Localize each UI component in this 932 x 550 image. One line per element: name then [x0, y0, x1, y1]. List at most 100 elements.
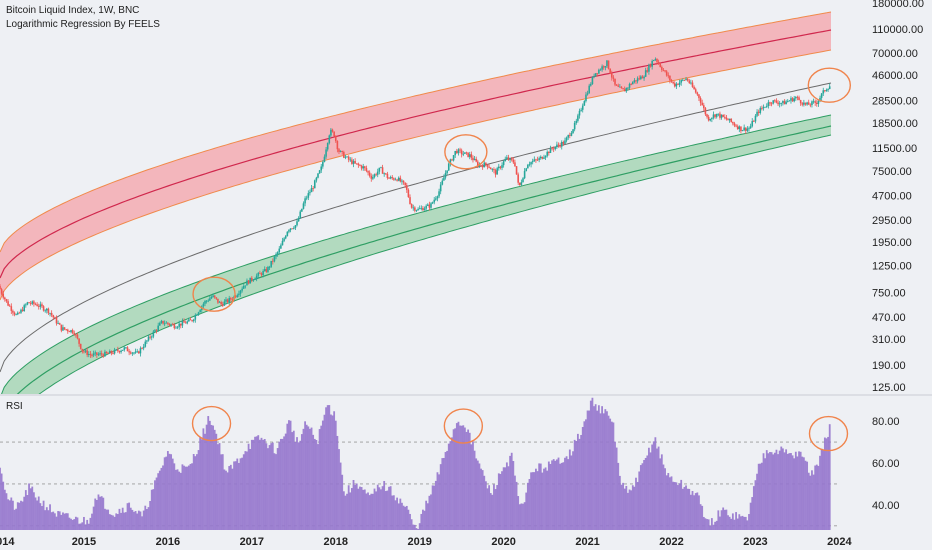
rsi-bar [362, 489, 365, 530]
rsi-panel[interactable] [0, 396, 932, 530]
rsi-bar [727, 515, 729, 530]
candle-body [736, 126, 739, 130]
candle-body [150, 336, 153, 338]
rsi-bar [422, 509, 424, 530]
time-tick-label: 2024 [827, 536, 852, 548]
candle-body [795, 97, 797, 99]
candle-body [549, 147, 552, 154]
candle-body [112, 353, 114, 354]
rsi-bar [476, 460, 479, 530]
rsi-bar [168, 453, 171, 530]
highlight-circle [191, 405, 232, 442]
candle-body [472, 157, 474, 161]
candle-body [60, 324, 63, 331]
candle-body [636, 78, 639, 82]
candle-body [675, 83, 678, 87]
rsi-bar [263, 438, 266, 530]
rsi-bar [71, 519, 74, 530]
rsi-bar [781, 448, 784, 530]
rsi-bar [618, 475, 621, 530]
candle-body [793, 98, 795, 102]
candle-body [50, 312, 53, 316]
time-axis[interactable]: 2014 2015 2016 2017 2018 2019 2020 2021 2022 2023… [0, 536, 853, 548]
candle-body [117, 349, 119, 351]
candle-body [525, 168, 528, 172]
candle-body [654, 58, 657, 61]
candle-body [481, 165, 484, 168]
candle-body [436, 196, 439, 199]
rsi-bar [423, 510, 426, 530]
candle-body [564, 140, 566, 144]
rsi-bar [239, 458, 242, 530]
candle-body [517, 174, 519, 183]
rsi-bar [87, 523, 90, 530]
rsi-bar [317, 444, 319, 530]
rsi-bar [136, 513, 139, 530]
candle-body [559, 145, 561, 147]
rsi-bar [551, 460, 553, 530]
candle-body [586, 93, 589, 95]
rsi-bar [110, 514, 113, 530]
candle-body [510, 158, 513, 160]
candle-body [702, 105, 705, 109]
price-panel[interactable] [0, 0, 932, 440]
candle-body [451, 159, 453, 161]
rsi-bar [212, 425, 214, 530]
candle-body [625, 87, 628, 92]
candle-body [581, 105, 584, 110]
rsi-bar [215, 433, 218, 530]
rsi-bar [627, 492, 629, 530]
candle-body [533, 159, 536, 162]
rsi-bar [510, 452, 513, 530]
candle-body [590, 83, 592, 86]
candle-body [610, 73, 613, 78]
candle-body [62, 327, 64, 331]
candle-body [767, 102, 770, 106]
rsi-bar [242, 454, 245, 530]
candle-body [543, 157, 545, 159]
lower-band-mid-line [16, 125, 832, 394]
candle-body [23, 305, 26, 312]
rsi-bar [751, 497, 754, 530]
candle-body [775, 100, 778, 103]
candle-body [643, 76, 645, 79]
candle-body [159, 323, 161, 326]
candle-body [685, 78, 687, 81]
rsi-bar [41, 506, 43, 530]
candle-body [460, 150, 463, 155]
rsi-bar [346, 493, 348, 530]
candle-body [493, 169, 495, 171]
rsi-bar [34, 497, 37, 530]
candle-body [735, 125, 737, 127]
rsi-bar [53, 513, 56, 530]
candle-body [528, 164, 531, 166]
rsi-bar [470, 444, 473, 530]
rsi-bar [268, 445, 271, 530]
rsi-bar [229, 464, 232, 530]
rsi-bar [804, 460, 807, 530]
rsi-bar [706, 519, 708, 530]
candle-body [646, 70, 649, 72]
rsi-bar [793, 458, 796, 530]
candle-body [325, 149, 327, 157]
candle-body [788, 100, 791, 102]
price-axis[interactable]: 180000.00 110000.00 70000.00 46000.00 28500.… [872, 0, 924, 394]
rsi-bar [648, 447, 650, 530]
candle-body [475, 158, 477, 162]
price-tick-label: 11500.00 [872, 143, 917, 155]
rsi-axis[interactable]: 80.00 60.00 40.00 [872, 416, 900, 512]
candle-body [473, 158, 476, 161]
candle-body [231, 299, 234, 301]
rsi-bar [494, 489, 497, 530]
candle-body [399, 177, 402, 182]
rsi-bar [15, 508, 18, 530]
rsi-bar [37, 496, 40, 530]
rsi-bar [493, 484, 495, 530]
candle-body [349, 159, 352, 161]
rsi-bar [455, 423, 458, 530]
rsi-bar [457, 421, 460, 530]
rsi-bar [45, 507, 48, 530]
candle-body [388, 177, 390, 179]
candle-body [152, 331, 155, 337]
candle-body [612, 77, 615, 79]
